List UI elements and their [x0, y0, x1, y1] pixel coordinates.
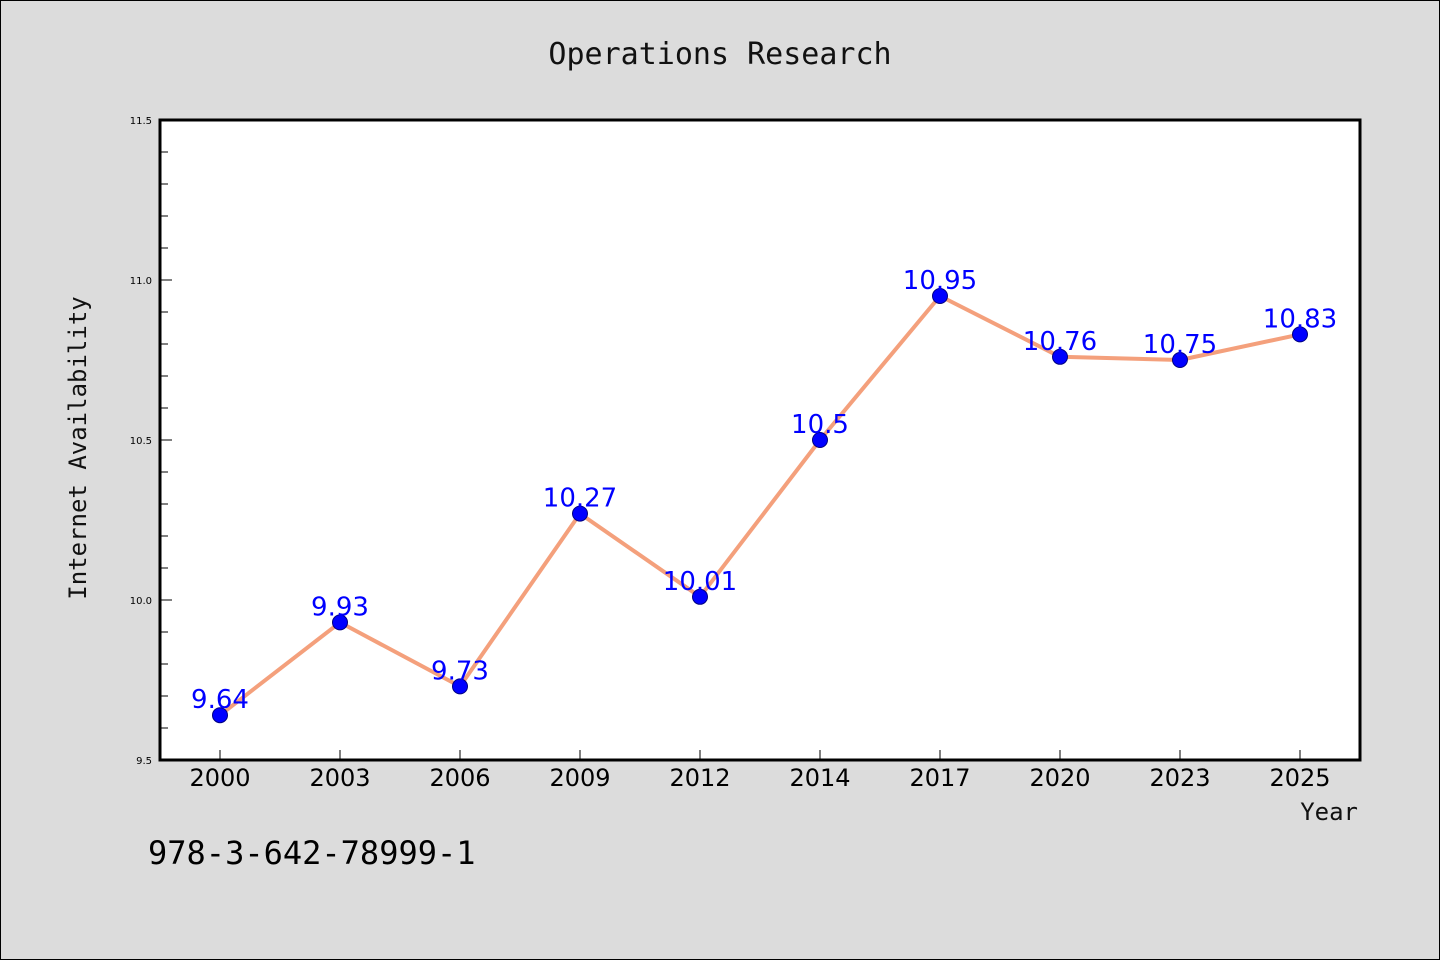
data-label: 9.64	[191, 685, 249, 715]
x-tick-label: 2000	[189, 764, 250, 792]
x-axis-ticks: 2000 2003 2006 2009 2012 2014 2017 2020 2023 2025	[189, 750, 1331, 792]
data-point	[1292, 326, 1308, 343]
data-point	[452, 678, 468, 695]
data-point	[1052, 348, 1068, 365]
data-point	[212, 707, 228, 724]
y-tick-label: 11.0	[130, 276, 152, 287]
x-tick-label: 2014	[789, 764, 850, 792]
y-axis-label: Internet Availability	[64, 296, 92, 599]
data-label: 10.27	[543, 484, 617, 514]
x-tick-label: 2023	[1149, 764, 1210, 792]
data-point	[932, 288, 948, 304]
data-label: 9.73	[431, 656, 489, 686]
data-point	[812, 432, 828, 448]
data-label: 10.75	[1143, 330, 1217, 360]
data-point	[692, 588, 708, 605]
data-points	[212, 288, 1308, 724]
data-label: 10.76	[1023, 327, 1097, 357]
data-labels: 9.64 9.93 9.73 10.27 10.01 10.5 10.95 10.76 10.7…	[191, 266, 1337, 715]
data-label: 10.95	[903, 266, 977, 296]
y-tick-label: 10.0	[130, 596, 152, 607]
x-tick-label: 2017	[909, 764, 970, 792]
data-point	[572, 505, 588, 522]
data-point	[332, 614, 348, 631]
x-tick-label: 2006	[429, 764, 490, 792]
plot-area	[160, 120, 1360, 760]
data-label: 10.83	[1263, 304, 1337, 334]
isbn-text: 978-3-642-78999-1	[148, 834, 476, 872]
series-line	[218, 294, 1302, 718]
data-point	[1172, 352, 1188, 368]
data-label: 10.5	[791, 410, 849, 440]
y-tick-label: 10.5	[130, 436, 152, 447]
x-axis-label: Year	[1300, 798, 1358, 826]
data-label: 9.93	[311, 592, 369, 622]
x-tick-label: 2020	[1029, 764, 1090, 792]
x-tick-label: 2009	[549, 764, 610, 792]
y-tick-label: 9.5	[136, 756, 152, 767]
chart-title: Operations Research	[548, 37, 891, 72]
x-tick-label: 2025	[1269, 764, 1330, 792]
plot-border	[158, 118, 1362, 762]
y-tick-label: 11.5	[130, 116, 152, 127]
data-label: 10.01	[663, 567, 737, 597]
x-tick-label: 2012	[669, 764, 730, 792]
x-tick-label: 2003	[309, 764, 370, 792]
